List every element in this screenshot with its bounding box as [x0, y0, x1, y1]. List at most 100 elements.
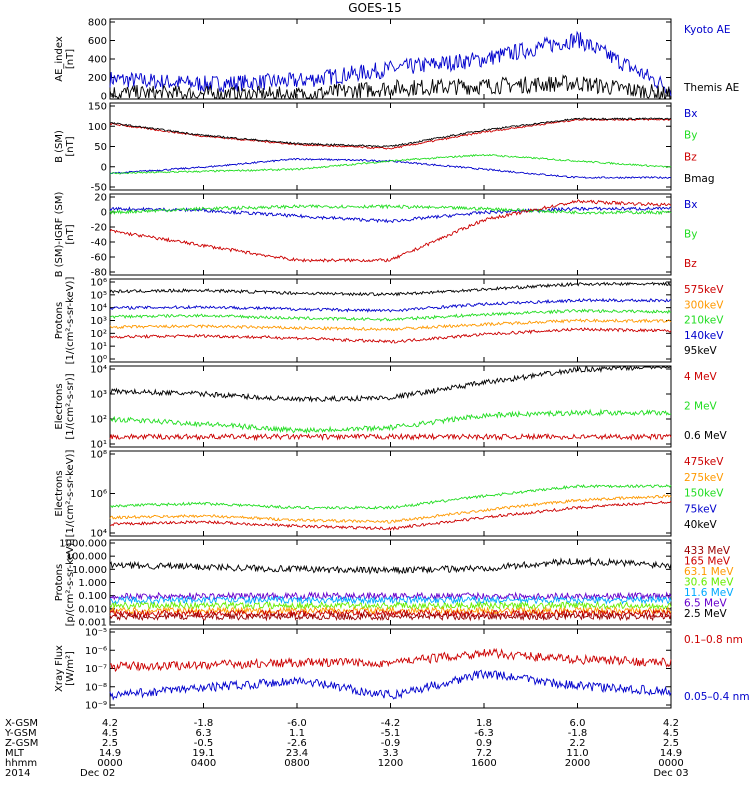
series-electrons_kev-475kev: [109, 500, 672, 531]
footer-cell: 6.0: [570, 718, 586, 729]
series-electrons_mev-2-mev: [109, 408, 672, 435]
y-tick-label: 0: [101, 208, 107, 219]
legend-ae-1: Themis AE: [683, 82, 739, 94]
series-electrons_mev-4-mev: [109, 432, 672, 442]
footer-cell: 2.2: [570, 738, 586, 749]
series-protons_mev-165-mev: [109, 608, 672, 619]
footer-cell: 14.9: [660, 748, 682, 759]
y-tick-label: 20: [94, 193, 107, 204]
y-tick-label: 400: [88, 55, 107, 66]
footer-row-label: MLT: [5, 748, 25, 759]
y-axis-label: [1/(cm²-s-sr-keV)]: [65, 450, 76, 538]
footer-cell: 6.3: [196, 728, 212, 739]
y-axis-label: [W/m²]: [65, 651, 76, 686]
y-tick-label: 10⁻⁹: [85, 701, 107, 712]
y-tick-label: -80: [91, 268, 107, 279]
footer-row-label: hhmm: [5, 758, 37, 769]
y-tick-label: 10.000: [72, 565, 107, 576]
y-axis-label: Xray Flux: [54, 645, 65, 692]
series-electrons_kev-150kev: [109, 483, 672, 510]
series-protons_mev-11-6-mev: [109, 595, 672, 606]
y-tick-label: 10⁴: [90, 365, 107, 376]
legend-bsm-2: Bz: [684, 151, 697, 163]
series-protons_mev-6-5-mev: [109, 591, 672, 602]
legend-electrons_kev-1: 275keV: [684, 472, 724, 484]
y-tick-label: 0: [101, 92, 107, 103]
y-tick-label: 10⁶: [90, 278, 107, 289]
footer-cell: 2.5: [663, 738, 679, 749]
footer-cell: 4.2: [663, 718, 679, 729]
y-tick-label: 100.000: [66, 552, 107, 563]
series-bsm-bz: [109, 118, 672, 150]
series-electrons_mev-0-6-mev: [110, 365, 671, 403]
footer-cell: -0.5: [194, 738, 214, 749]
y-axis-label: B (SM)-IGRF (SM): [54, 192, 65, 278]
y-tick-label: 10²: [90, 415, 107, 426]
panel-frame: [109, 278, 672, 363]
y-tick-label: 10³: [90, 316, 107, 327]
y-tick-label: -40: [91, 238, 107, 249]
series-ae-kyoto-ae: [109, 30, 672, 97]
y-tick-label: 50: [94, 142, 107, 153]
footer-cell: 0800: [284, 758, 309, 769]
y-tick-label: 1000.000: [59, 539, 107, 550]
y-tick-label: 10¹: [90, 440, 107, 451]
footer-cell: 0000: [97, 758, 122, 769]
y-tick-label: -50: [91, 183, 107, 194]
y-tick-label: 10⁸: [90, 450, 107, 461]
panel-bsm: 150 100 50 0 -50 B (SM) [nT] Bx By Bz Bmag: [54, 102, 715, 194]
footer-cell: 19.1: [192, 748, 214, 759]
footer-cell: -1.8: [568, 728, 588, 739]
y-axis-label: [nT]: [65, 224, 76, 244]
legend-protons-3: 140keV: [684, 330, 724, 342]
y-tick-label: 0.100: [78, 591, 107, 602]
footer-cell: 11.0: [566, 748, 588, 759]
series-protons-95kev: [109, 281, 672, 297]
footer-cell: 7.2: [476, 748, 492, 759]
legend-electrons_kev-3: 75keV: [684, 503, 718, 515]
legend-xray-1: 0.05–0.4 nm: [684, 691, 750, 703]
y-tick-label: 10⁻⁶: [85, 646, 107, 657]
footer-cell: -6.3: [474, 728, 494, 739]
legend-protons-0: 575keV: [684, 284, 724, 296]
y-tick-label: 0.001: [78, 618, 107, 629]
legend-protons_mev-1: 165 MeV: [684, 556, 731, 568]
footer-row-label: 2014: [5, 768, 30, 779]
y-axis-label: AE_index: [54, 36, 65, 82]
legend-electrons_kev-2: 150keV: [684, 488, 724, 500]
panel-frame: [109, 102, 672, 191]
footer-cell: 0400: [191, 758, 216, 769]
series-bigrf-by: [109, 203, 672, 216]
series-xray-0-05-0-4-nm: [109, 669, 672, 701]
y-axis-label: B (SM): [54, 130, 65, 163]
panel-frame: [109, 365, 672, 448]
y-tick-label: 10⁰: [90, 355, 107, 366]
plot-title: GOES-15: [348, 1, 402, 15]
y-tick-label: 10¹: [90, 342, 107, 353]
legend-protons-1: 300keV: [684, 299, 724, 311]
series-protons-140kev: [109, 297, 672, 313]
footer-cell: -6.0: [287, 718, 307, 729]
legend-protons_mev-6: 2.5 MeV: [684, 608, 728, 620]
footer-cell: 0000: [658, 758, 683, 769]
series-protons-300kev: [109, 318, 672, 332]
footer-cell: -1.8: [194, 718, 214, 729]
y-axis-label: Electrons: [54, 470, 65, 516]
legend-bsm-3: Bmag: [684, 173, 715, 185]
footer-cell: 2.5: [102, 738, 118, 749]
legend-protons_mev-5: 6.5 MeV: [684, 598, 728, 610]
legend-electrons_kev-0: 475keV: [684, 456, 724, 468]
footer-cell: 1600: [471, 758, 496, 769]
series-bigrf-bx: [109, 206, 672, 224]
y-axis-label: Protons: [54, 302, 65, 339]
y-tick-label: 10⁻⁸: [85, 682, 107, 693]
y-tick-label: 0: [101, 162, 107, 173]
y-tick-label: -60: [91, 253, 107, 264]
y-axis-label: [1/(cm²-s-sr)]: [65, 373, 76, 439]
footer-cell: Dec 02: [80, 768, 115, 779]
y-axis-label: [p/(cm²-s-sr-keV)]: [65, 539, 76, 627]
footer-cell: 4.2: [102, 718, 118, 729]
footer-row-label: Z-GSM: [5, 738, 38, 749]
footer-cell: 1200: [378, 758, 403, 769]
